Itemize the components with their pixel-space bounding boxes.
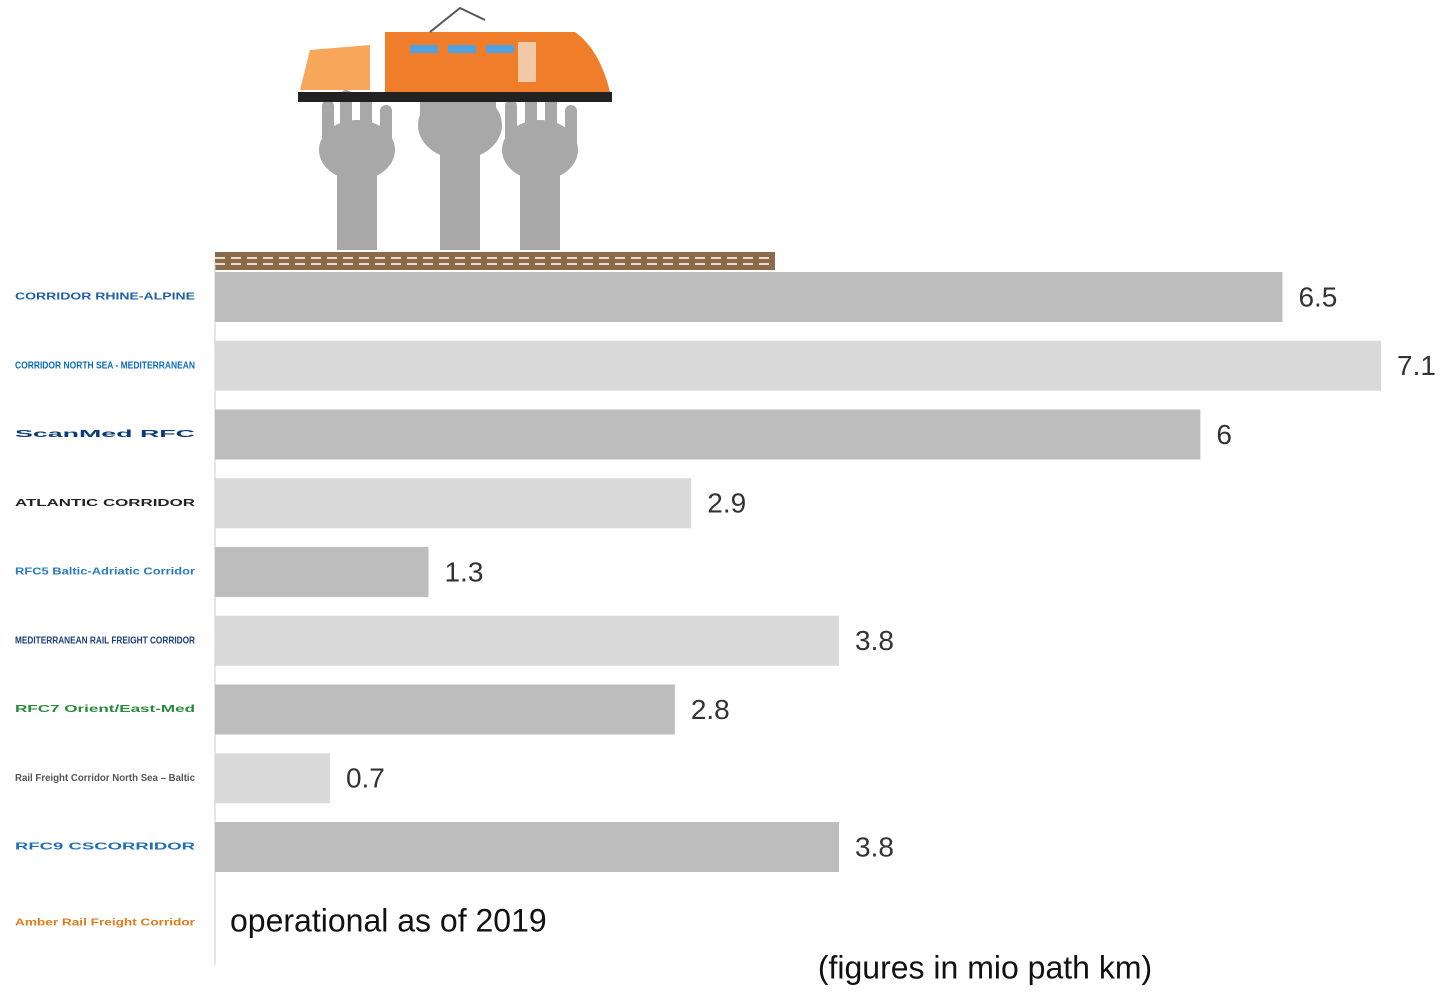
bar <box>215 409 1201 460</box>
bar <box>215 547 429 597</box>
bar <box>215 272 1283 322</box>
bar <box>215 753 330 804</box>
corridor-logo: Rail Freight Corridor North Sea – Baltic <box>15 773 195 784</box>
bar <box>215 340 1381 391</box>
value-label: 1.3 <box>444 556 483 587</box>
value-label: 3.8 <box>855 625 894 656</box>
corridor-logo: RFC5 Baltic-Adriatic Corridor <box>15 567 195 578</box>
value-label: 2.9 <box>707 488 746 519</box>
corridor-logo: Amber Rail Freight Corridor <box>15 918 195 929</box>
value-label: 7.1 <box>1397 350 1436 381</box>
corridor-logo: CORRIDOR NORTH SEA - MEDITERRANEAN <box>15 360 195 371</box>
corridor-logo: ScanMed RFC <box>15 429 195 440</box>
corridor-logo: RFC7 Orient/East-Med <box>15 704 195 715</box>
value-label: 6.5 <box>1298 281 1337 312</box>
value-label: 2.8 <box>691 694 730 725</box>
bar <box>215 822 840 872</box>
bar <box>215 684 675 735</box>
train-illustration <box>215 6 775 270</box>
value-label: 3.8 <box>855 831 894 862</box>
footnote: (figures in mio path km) <box>818 949 1152 985</box>
corridor-logo: CORRIDOR RHINE-ALPINE <box>15 292 195 303</box>
value-label: 6 <box>1216 419 1232 450</box>
bar <box>215 478 692 529</box>
note: operational as of 2019 <box>230 902 547 938</box>
bar <box>215 615 840 666</box>
value-label: 0.7 <box>346 763 385 794</box>
corridor-logo: ATLANTIC CORRIDOR <box>15 498 196 509</box>
corridor-logo: RFC9 CSCORRIDOR <box>15 842 196 853</box>
ground <box>215 252 775 270</box>
corridor-logo: MEDITERRANEAN RAIL FREIGHT CORRIDOR <box>15 635 196 646</box>
